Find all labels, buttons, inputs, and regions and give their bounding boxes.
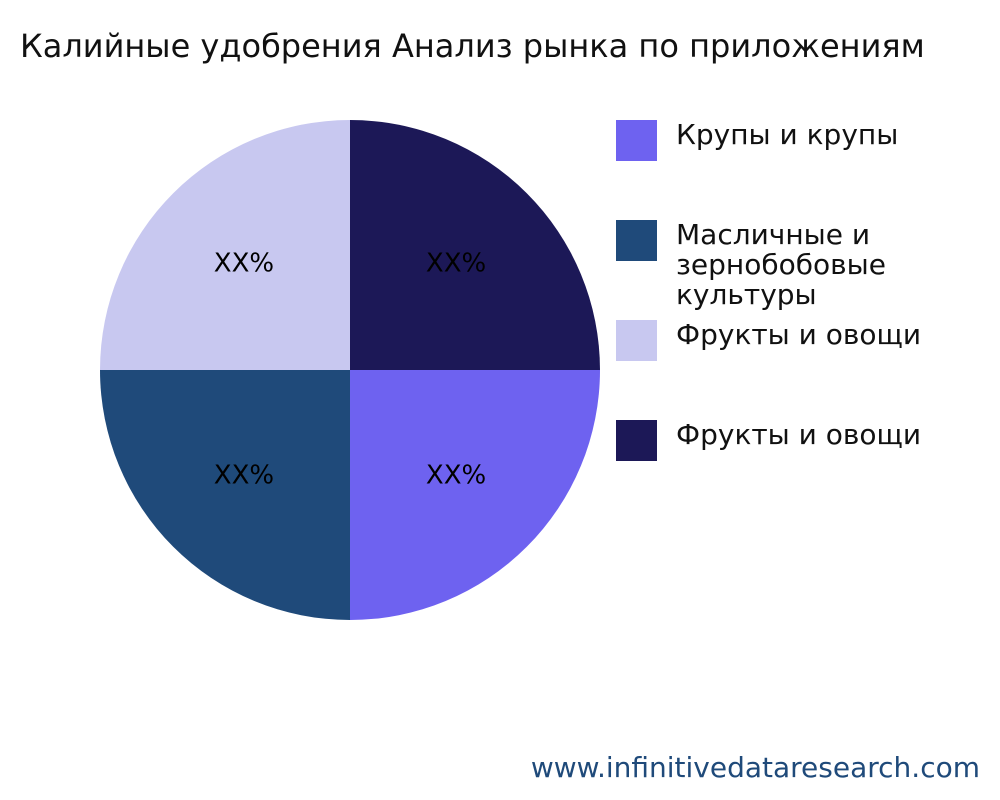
legend-label: Фрукты и овощи [676, 318, 922, 351]
legend-item: Крупы и крупы [616, 118, 1000, 218]
legend-swatch [616, 220, 657, 261]
pie-slice [100, 120, 350, 370]
chart-title: Калийные удобрения Анализ рынка по прило… [20, 27, 925, 65]
data-label: XX% [426, 461, 486, 491]
pie-slice [350, 120, 600, 370]
legend-item: Фрукты и овощи [616, 318, 1000, 418]
legend-label: Фрукты и овощи [676, 418, 922, 451]
legend-label: Крупы и крупы [676, 118, 899, 151]
data-label: XX% [214, 461, 274, 491]
legend-item: Фрукты и овощи [616, 418, 1000, 518]
legend-swatch [616, 120, 657, 161]
legend-swatch [616, 420, 657, 461]
source: www.infinitivedataresearch.com [531, 751, 980, 784]
legend-swatch [616, 320, 657, 361]
legend-label: Масличные и зернобобовые культуры [676, 218, 886, 311]
legend: Крупы и крупы Масличные и зернобобовые ку… [616, 118, 1000, 518]
legend-item: Масличные и зернобобовые культуры [616, 218, 1000, 318]
pie: XX% XX% XX% XX% [100, 120, 600, 620]
pie-slice [100, 370, 350, 620]
data-label: XX% [214, 248, 274, 278]
pie-slice [350, 370, 600, 620]
data-label: XX% [426, 248, 486, 278]
